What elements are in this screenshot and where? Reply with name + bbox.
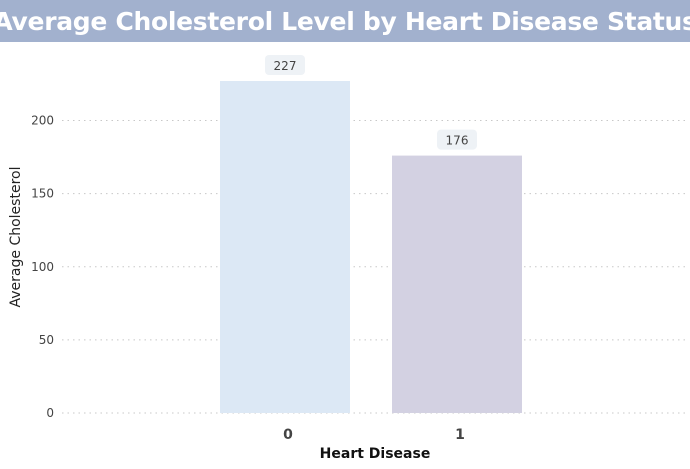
chart-title: Average Cholesterol Level by Heart Disea… (0, 6, 690, 36)
x-tick-label: 0 (283, 427, 293, 443)
y-tick-label: 0 (46, 406, 54, 420)
bar (220, 81, 350, 413)
x-tick-label: 1 (455, 427, 465, 443)
data-label: 176 (446, 134, 469, 148)
bar (392, 155, 522, 413)
y-tick-label: 100 (31, 260, 54, 274)
x-axis-label: Heart Disease (319, 446, 431, 462)
y-tick-label: 50 (39, 333, 54, 347)
data-label-box (437, 129, 477, 150)
y-tick-label: 150 (31, 187, 54, 201)
data-label: 227 (274, 59, 297, 73)
y-tick-label: 200 (31, 114, 54, 128)
title-banner: Average Cholesterol Level by Heart Disea… (0, 0, 690, 42)
data-label-box (265, 55, 305, 76)
y-axis-label: Average Cholesterol (8, 166, 24, 308)
